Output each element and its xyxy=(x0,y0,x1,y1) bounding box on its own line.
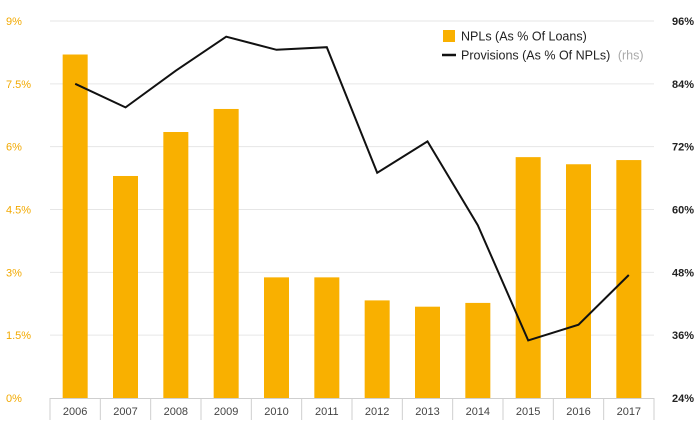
right-tick-label: 24% xyxy=(672,393,694,405)
left-tick-label: 1.5% xyxy=(6,330,31,342)
x-tick-label: 2012 xyxy=(365,406,389,418)
x-tick-label: 2011 xyxy=(315,406,339,418)
legend-label-provisions-note: (rhs) xyxy=(618,49,644,63)
npl-bars xyxy=(62,54,642,399)
left-tick-label: 6% xyxy=(6,142,22,154)
bar-npls-2012 xyxy=(364,300,390,398)
x-tick-label: 2017 xyxy=(617,406,641,418)
bar-npls-2008 xyxy=(163,132,189,398)
grid xyxy=(50,20,654,336)
legend: NPLs (As % Of Loans) Provisions (As % Of… xyxy=(442,30,644,63)
right-tick-label: 84% xyxy=(672,79,694,91)
x-tick-label: 2006 xyxy=(63,406,87,418)
right-axis-ticks: 24% 36% 48% 60% 72% 84% 96% xyxy=(672,16,694,405)
x-axis-ticks: 2006 2007 2008 2009 2010 2011 2012 2013 2014 2015… xyxy=(63,406,641,418)
bar-npls-2016 xyxy=(566,164,591,398)
legend-label-provisions-name: Provisions (As % Of NPLs) xyxy=(461,49,610,63)
bar-npls-2011 xyxy=(314,277,340,398)
x-tick-label: 2013 xyxy=(415,406,439,418)
x-tick-label: 2014 xyxy=(466,406,490,418)
bar-npls-2006 xyxy=(62,54,88,399)
right-tick-label: 60% xyxy=(672,205,694,217)
left-axis-ticks: 0% 1.5% 3% 4.5% 6% 7.5% 9% xyxy=(6,16,31,405)
legend-label-npls: NPLs (As % Of Loans) xyxy=(461,30,587,44)
x-tick-label: 2009 xyxy=(214,406,238,418)
legend-swatch-npls xyxy=(443,30,455,42)
bar-npls-2007 xyxy=(113,175,138,398)
bar-npls-2013 xyxy=(415,306,440,398)
x-tick-label: 2015 xyxy=(516,406,540,418)
x-axis xyxy=(49,398,655,420)
bar-npls-2015 xyxy=(515,157,541,398)
line-provisions xyxy=(74,35,630,342)
legend-label-provisions: Provisions (As % Of NPLs) (rhs) xyxy=(461,49,644,63)
left-tick-label: 7.5% xyxy=(6,79,31,91)
x-tick-label: 2007 xyxy=(113,406,137,418)
left-tick-label: 0% xyxy=(6,393,22,405)
right-tick-label: 96% xyxy=(672,16,694,28)
bar-npls-2009 xyxy=(213,108,239,398)
x-tick-label: 2008 xyxy=(164,406,188,418)
x-tick-label: 2010 xyxy=(264,406,288,418)
left-tick-label: 9% xyxy=(6,16,22,28)
bar-npls-2010 xyxy=(264,277,289,398)
bar-npls-2014 xyxy=(465,302,491,398)
right-tick-label: 72% xyxy=(672,142,694,154)
left-tick-label: 3% xyxy=(6,267,22,279)
bar-npls-2017 xyxy=(616,160,642,398)
left-tick-label: 4.5% xyxy=(6,205,31,217)
x-tick-label: 2016 xyxy=(566,406,590,418)
right-tick-label: 48% xyxy=(672,267,694,279)
right-tick-label: 36% xyxy=(672,330,694,342)
provisions-line xyxy=(74,35,630,342)
